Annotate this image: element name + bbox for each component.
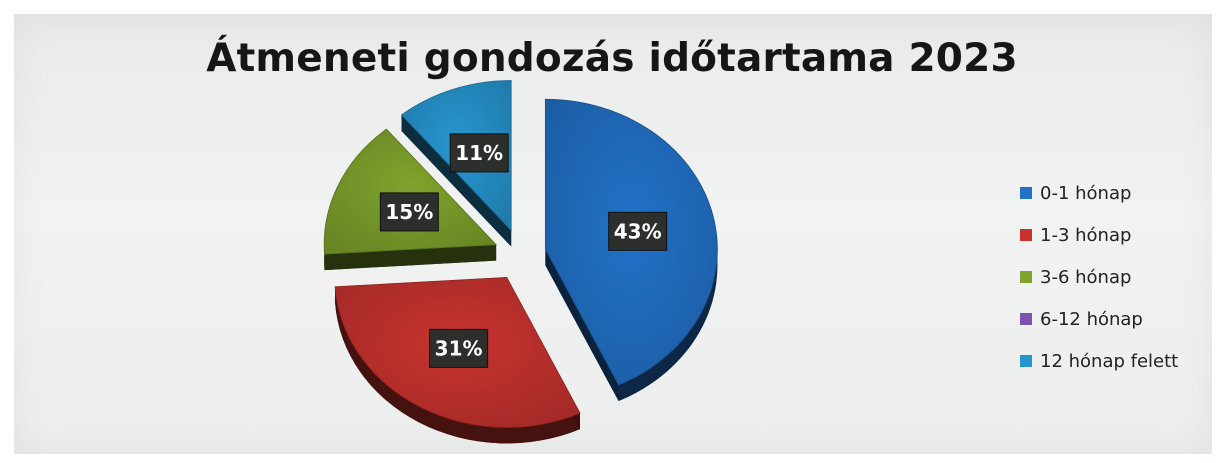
legend-label-0: 0-1 hónap [1040,182,1132,204]
data-label-box-2 [379,192,439,232]
chart-legend: 0-1 hónap 1-3 hónap 3-6 hónap 6-12 hónap 12 … [1020,172,1210,382]
legend-item-3: 6-12 hónap [1020,298,1210,340]
legend-swatch-0 [1020,187,1032,199]
legend-item-1: 1-3 hónap [1020,214,1210,256]
legend-label-3: 6-12 hónap [1040,308,1143,330]
pie-slice-labels: 43% 31% 15% 11% [379,133,668,368]
data-label-2: 15% [385,200,433,224]
legend-label-4: 12 hónap felett [1040,350,1179,372]
legend-swatch-3 [1020,313,1032,325]
pie-slice-edge-a-4 [401,114,512,247]
pie-slice-wall-1 [335,286,580,444]
data-label-4: 11% [455,141,503,165]
legend-swatch-2 [1020,271,1032,283]
data-label-box-1 [429,328,489,368]
pie-slice-edge-a-2 [324,244,497,271]
pie-slice-2 [323,128,498,255]
data-label-1: 31% [435,336,483,360]
data-label-box-0 [608,211,668,251]
chart-title: Átmeneti gondozás időtartama 2023 [206,36,1018,81]
legend-item-4: 12 hónap felett [1020,340,1210,382]
data-label-box-4 [449,133,509,173]
legend-swatch-1 [1020,229,1032,241]
legend-item-0: 0-1 hónap [1020,172,1210,214]
legend-label-2: 3-6 hónap [1040,266,1132,288]
legend-item-2: 3-6 hónap [1020,256,1210,298]
data-label-0: 43% [614,219,662,243]
legend-swatch-4 [1020,355,1032,367]
pie-slice-edge-b-0 [545,249,619,402]
legend-label-1: 1-3 hónap [1040,224,1132,246]
